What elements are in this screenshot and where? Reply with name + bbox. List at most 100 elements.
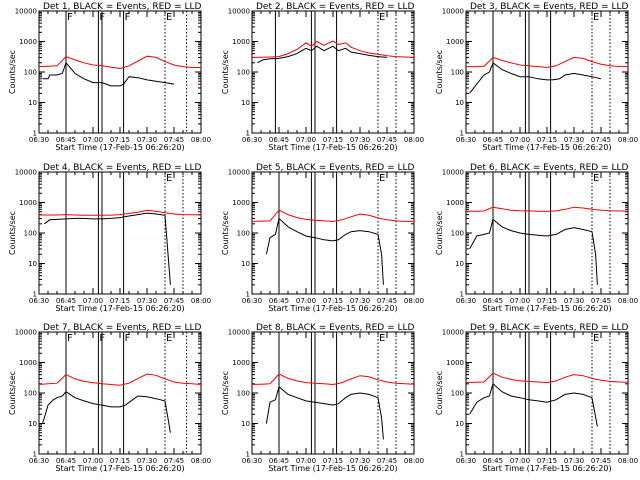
series-line-lld (466, 206, 629, 212)
y-tick-label: 1 (460, 291, 464, 299)
x-axis-label: Start Time (17-Feb-15 06:26:20) (55, 143, 184, 152)
series-line-events (469, 382, 598, 427)
y-tick-label: 10 (241, 260, 250, 268)
plot-frame (251, 10, 415, 134)
x-tick-label: 06:30 (242, 457, 262, 465)
x-axis-label: Start Time (17-Feb-15 06:26:20) (268, 304, 397, 313)
series-line-events (265, 217, 384, 285)
x-tick-label: 07:45 (591, 297, 611, 305)
y-axis-label: Counts/sec (435, 50, 444, 94)
x-tick-label: 07:30 (137, 457, 157, 465)
panel-title: Det 3, BLACK = Events, RED = LLD (470, 2, 629, 12)
y-tick-label: 1000 (232, 199, 250, 207)
y-axis-label: Counts/sec (435, 371, 444, 415)
series-line-lld (38, 373, 202, 386)
x-tick-label: 06:45 (56, 136, 76, 144)
x-tick-label: 06:30 (29, 297, 49, 305)
y-tick-label: 10000 (15, 8, 37, 16)
y-tick-label: 10000 (442, 329, 464, 337)
x-axis-label: Start Time (17-Feb-15 06:26:20) (482, 464, 611, 473)
x-tick-label: 08:00 (191, 457, 211, 465)
y-tick-label: 10000 (442, 8, 464, 16)
y-tick-label: 10 (455, 99, 464, 107)
y-tick-label: 10000 (228, 169, 250, 177)
marker-label: F (125, 333, 131, 344)
panel-det-2: Det 2, BLACK = Events, RED = LLD 1 10 100 10… (221, 2, 424, 152)
y-tick-label: 100 (451, 230, 464, 238)
y-tick-label: 10000 (228, 329, 250, 337)
x-tick-label: 07:00 (296, 297, 316, 305)
x-tick-label: 06:45 (56, 457, 76, 465)
y-tick-label: 1 (246, 291, 250, 299)
series-line-events (44, 212, 171, 285)
marker-label: E (166, 173, 172, 184)
x-tick-label: 08:00 (191, 297, 211, 305)
x-tick-label: 06:30 (456, 136, 476, 144)
y-axis-label: Counts/sec (221, 50, 230, 94)
y-axis-label: Counts/sec (221, 371, 230, 415)
x-tick-label: 06:45 (269, 297, 289, 305)
marker-label: E (593, 12, 599, 23)
x-tick-label: 06:45 (483, 297, 503, 305)
y-tick-label: 1 (246, 451, 250, 459)
series-line-lld (251, 40, 415, 58)
marker-label: E (166, 333, 172, 344)
x-tick-label: 07:45 (164, 457, 184, 465)
y-axis-label: Counts/sec (8, 50, 17, 94)
panel-det-9: Det 9, BLACK = Events, RED = LLD 1 10 100 10… (435, 323, 638, 473)
x-tick-label: 07:30 (564, 457, 584, 465)
x-axis-label: Start Time (17-Feb-15 06:26:20) (482, 304, 611, 313)
y-tick-label: 10 (455, 260, 464, 268)
x-tick-label: 07:45 (377, 297, 397, 305)
series-line-lld (466, 56, 628, 69)
y-tick-label: 1000 (446, 199, 464, 207)
y-tick-label: 1000 (19, 38, 37, 46)
x-tick-label: 06:45 (483, 457, 503, 465)
series-line-events (265, 385, 384, 440)
x-tick-label: 07:45 (591, 457, 611, 465)
x-axis-label: Start Time (17-Feb-15 06:26:20) (268, 464, 397, 473)
x-tick-label: 06:45 (56, 297, 76, 305)
x-tick-label: 07:00 (83, 457, 103, 465)
x-tick-label: 07:00 (83, 297, 103, 305)
x-tick-label: 06:45 (483, 136, 503, 144)
y-tick-label: 100 (24, 230, 37, 238)
y-axis-label: Counts/sec (8, 211, 17, 255)
panel-det-8: Det 8, BLACK = Events, RED = LLD 1 10 100 10… (221, 323, 424, 473)
plot-frame (465, 171, 629, 295)
plot-frame (38, 331, 202, 455)
x-axis-label: Start Time (17-Feb-15 06:26:20) (55, 304, 184, 313)
x-tick-label: 07:30 (564, 297, 584, 305)
x-tick-label: 08:00 (618, 297, 638, 305)
panel-det-5: Det 5, BLACK = Events, RED = LLD 1 10 100 10… (221, 163, 424, 313)
marker-label: E (593, 333, 599, 344)
x-tick-label: 07:00 (83, 136, 103, 144)
series-line-lld (38, 55, 201, 70)
y-tick-label: 10 (28, 99, 37, 107)
y-tick-label: 100 (451, 69, 464, 77)
x-tick-label: 07:15 (537, 136, 557, 144)
series-line-events (42, 391, 171, 433)
panel-det-3: Det 3, BLACK = Events, RED = LLD 1 10 100 10… (435, 2, 638, 152)
marker-label: E (379, 12, 385, 23)
plot-frame (251, 331, 415, 455)
y-tick-label: 10 (241, 99, 250, 107)
panel-title: Det 1, BLACK = Events, RED = LLD (43, 2, 202, 12)
x-tick-label: 07:15 (537, 457, 557, 465)
series-line-lld (39, 209, 202, 216)
y-axis-label: Counts/sec (8, 371, 17, 415)
x-tick-label: 07:00 (296, 457, 316, 465)
panel-title: Det 7, BLACK = Events, RED = LLD (43, 323, 202, 333)
plot-frame (251, 171, 415, 295)
x-tick-label: 07:15 (537, 297, 557, 305)
series-line-events (42, 61, 175, 87)
x-tick-label: 07:45 (164, 297, 184, 305)
y-tick-label: 1 (33, 451, 37, 459)
panel-title: Det 8, BLACK = Events, RED = LLD (256, 323, 415, 333)
y-axis-label: Counts/sec (435, 211, 444, 255)
x-tick-label: 06:30 (29, 136, 49, 144)
marker-label: E (166, 12, 172, 23)
marker-label: F (125, 12, 131, 23)
x-tick-label: 07:15 (323, 136, 343, 144)
panel-det-7: Det 7, BLACK = Events, RED = LLD 1 10 100 10… (8, 323, 211, 473)
